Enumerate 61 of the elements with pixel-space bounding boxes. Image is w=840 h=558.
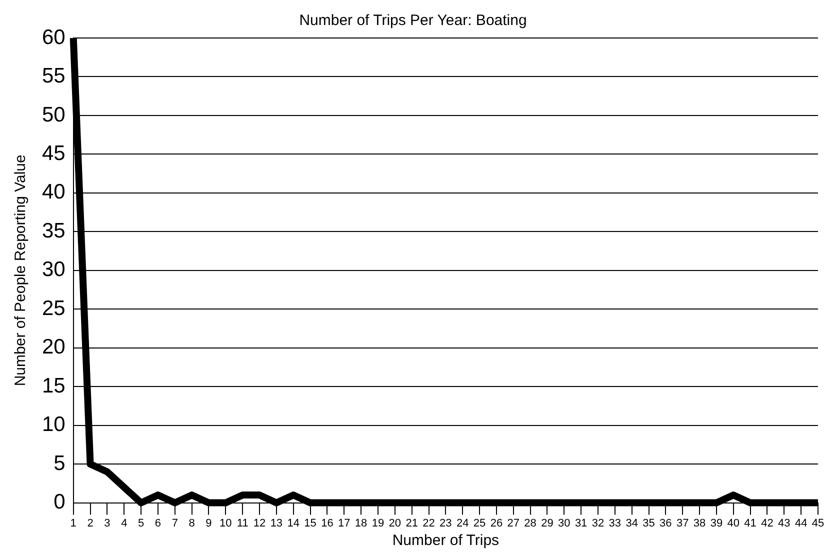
x-tick-label: 43 [778,517,790,530]
x-tick-label: 13 [270,517,283,530]
y-tick-label: 55 [42,64,66,88]
x-tick-label: 39 [710,517,723,530]
x-tick-label: 18 [354,517,368,530]
y-tick-label: 50 [42,103,66,126]
x-tick-label: 29 [541,517,554,530]
x-tick-label: 9 [206,517,212,530]
y-tick-label: 40 [42,180,66,204]
x-tick-label: 2 [87,517,94,530]
y-tick-label: 30 [42,258,66,282]
y-axis-title: Number of People Reporting Value [12,154,30,386]
x-tick-label: 7 [172,517,178,530]
y-tick-label: 25 [42,296,66,320]
x-tick-label: 27 [507,517,520,530]
x-tick-label: 44 [794,517,808,530]
x-tick-label: 42 [761,517,774,530]
x-tick-label: 32 [592,517,604,530]
x-tick-label: 10 [220,517,232,530]
x-tick-label: 8 [188,517,195,530]
y-tick-label: 35 [42,219,66,242]
x-tick-label: 23 [440,517,452,530]
x-tick-label: 35 [642,517,655,530]
x-tick-label: 41 [744,517,756,530]
x-tick-label: 25 [473,517,486,530]
x-tick-label: 34 [626,517,638,530]
x-tick-label: 22 [422,517,435,530]
x-tick-label: 24 [456,517,469,530]
x-tick-label: 19 [372,517,384,530]
y-tick-label: 45 [42,142,66,165]
x-tick-label: 5 [138,517,144,530]
y-tick-label: 20 [42,336,66,359]
x-tick-label: 30 [558,517,570,530]
x-tick-label: 1 [70,517,76,530]
x-tick-label: 33 [608,517,622,530]
x-tick-label: 31 [574,517,588,530]
y-tick-label: 0 [54,490,66,514]
x-tick-label: 17 [338,517,350,530]
x-tick-label: 28 [524,517,536,530]
x-tick-label: 11 [236,517,248,530]
x-tick-label: 16 [321,517,334,530]
x-tick-label: 38 [693,517,706,530]
x-tick-label: 3 [104,517,110,530]
x-tick-label: 6 [154,517,162,530]
y-tick-label: 10 [42,413,66,436]
x-tick-label: 26 [490,517,503,530]
x-tick-label: 36 [660,517,672,530]
x-tick-label: 20 [388,517,402,530]
x-tick-label: 12 [253,517,266,530]
x-tick-label: 15 [304,517,316,530]
y-tick-label: 5 [54,452,66,475]
x-tick-label: 40 [727,517,740,530]
chart-title: Number of Trips Per Year: Boating [299,12,527,30]
x-tick-label: 37 [676,517,689,530]
y-tick-label: 60 [42,26,66,49]
y-tick-label: 15 [42,374,66,398]
x-tick-label: 14 [287,517,300,530]
x-tick-label: 21 [406,517,418,530]
x-tick-label: 45 [812,517,824,530]
x-axis-title: Number of Trips [392,532,500,550]
x-tick-label: 4 [121,517,128,530]
